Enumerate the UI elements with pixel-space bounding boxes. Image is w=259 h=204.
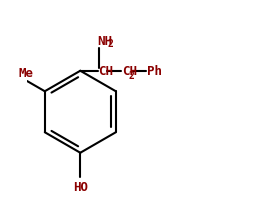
Text: Ph: Ph (147, 65, 162, 78)
Text: CH: CH (98, 65, 113, 78)
Text: CH: CH (122, 65, 137, 78)
Text: 2: 2 (129, 71, 135, 81)
Text: Me: Me (18, 67, 33, 80)
Text: NH: NH (98, 35, 113, 48)
Text: HO: HO (73, 181, 88, 193)
Text: 2: 2 (107, 39, 113, 49)
